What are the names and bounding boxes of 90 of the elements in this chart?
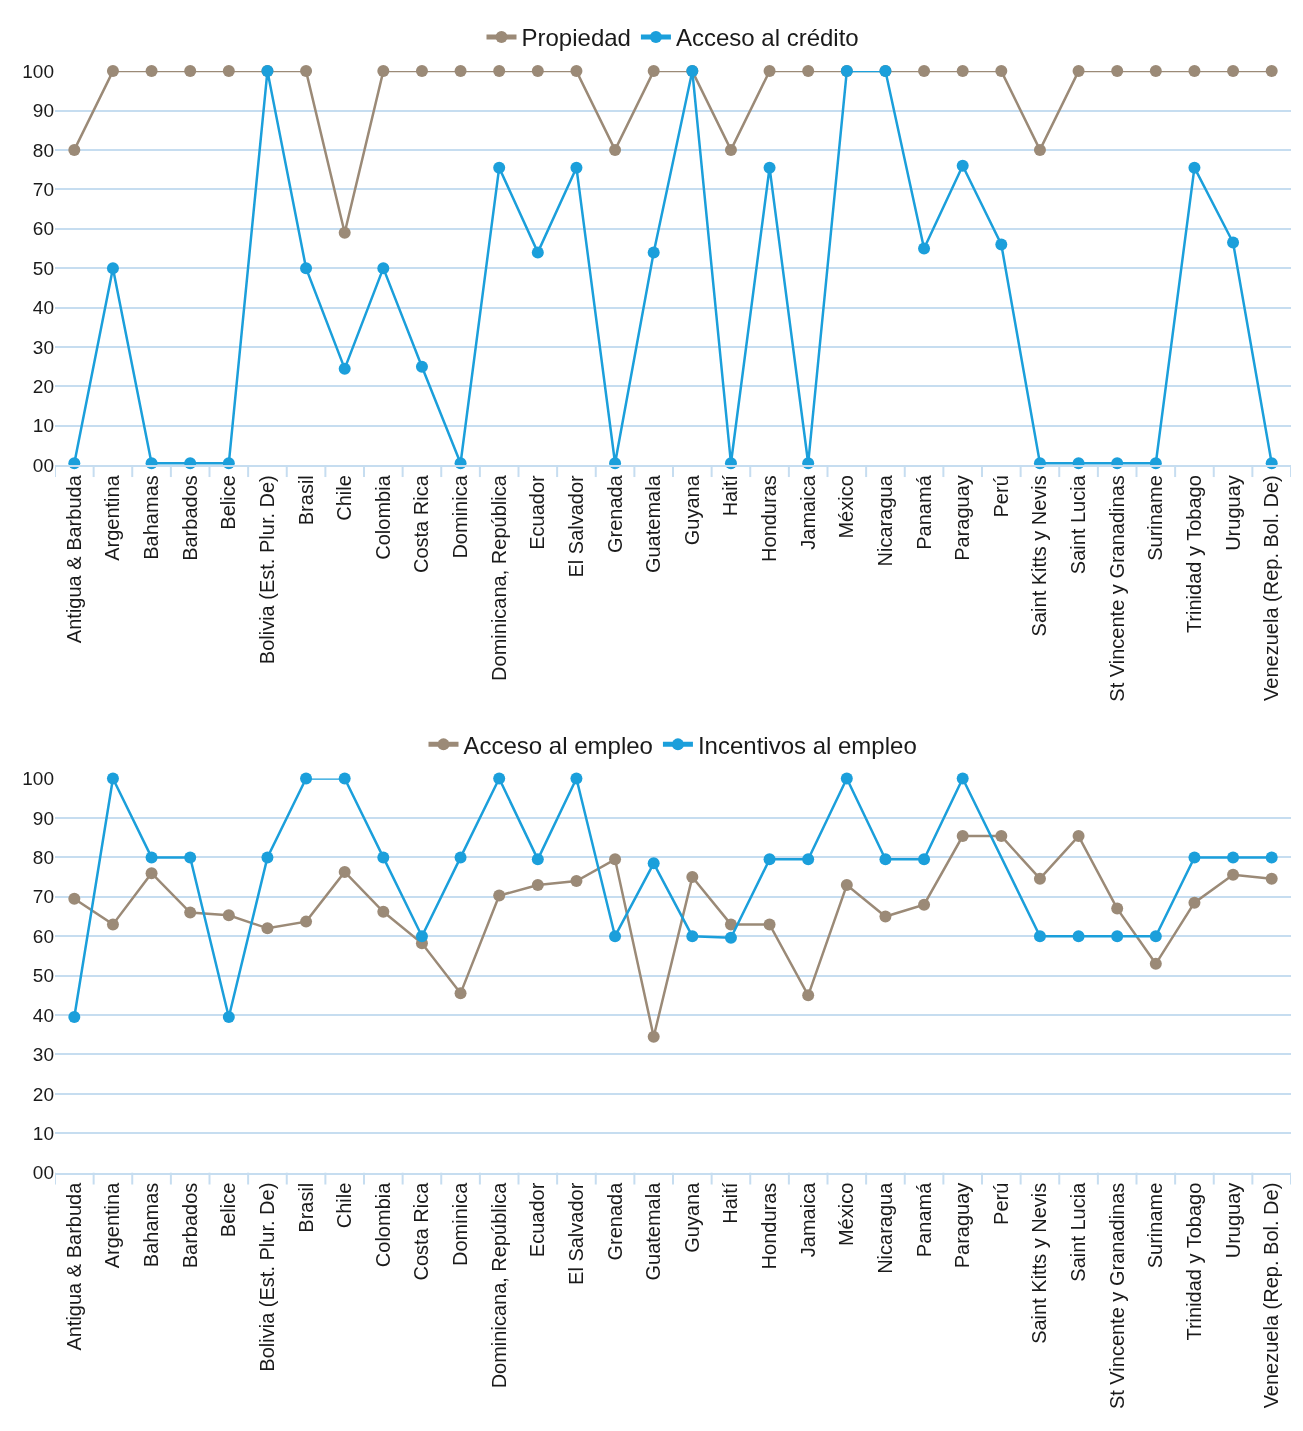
x-tick-label: Saint Kitts y Nevis xyxy=(1028,475,1051,637)
x-tick-label: Brasil xyxy=(294,475,317,526)
x-tick-label: Suriname xyxy=(1144,475,1167,561)
x-tick-label: Argentina xyxy=(101,474,124,561)
x-tick-label: St Vincente y Granadinas xyxy=(1105,475,1128,702)
y-tick-label: 10 xyxy=(32,415,54,437)
x-tick-label: Nicaragua xyxy=(873,1181,896,1274)
x-tick-label: Ecuador xyxy=(526,474,549,550)
y-tick-label: 90 xyxy=(32,100,54,122)
x-tick-label: Paraguay xyxy=(951,475,974,561)
x-tick-label: Guatemala xyxy=(642,1181,665,1281)
x-tick-label: Nicaragua xyxy=(873,474,896,567)
x-tick-label: Venezuela (Rep. Bol. De) xyxy=(1260,475,1283,701)
x-tick-label: Costa Rica xyxy=(410,1181,433,1281)
x-tick-label: Colombia xyxy=(371,474,394,560)
x-tick-label: Dominicana, República xyxy=(487,474,510,681)
x-tick-label: Chile xyxy=(333,1182,356,1229)
x-tick-label: Saint Lucia xyxy=(1067,474,1090,575)
y-tick-label: 40 xyxy=(32,1004,54,1026)
legend-label: Propiedad xyxy=(521,24,631,52)
x-tick-label: Guatemala xyxy=(642,474,665,574)
y-tick-label: 50 xyxy=(32,965,54,987)
x-tick-label: Antigua & Barbuda xyxy=(62,1181,85,1351)
x-tick-label: El Salvador xyxy=(564,1182,587,1285)
y-tick-label: 20 xyxy=(32,1083,54,1105)
legend-label: Acceso al crédito xyxy=(675,24,859,52)
x-tick-label: Bahamas xyxy=(140,475,163,560)
x-tick-label: Dominicana, República xyxy=(487,1181,510,1389)
x-tick-label: Barbados xyxy=(178,1182,201,1269)
y-tick-label: 50 xyxy=(32,257,54,279)
x-tick-label: Bahamas xyxy=(140,1182,163,1268)
x-tick-label: Haití xyxy=(719,1182,742,1224)
x-tick-label: Haití xyxy=(719,474,742,517)
x-tick-label: El Salvador xyxy=(564,474,587,578)
y-tick-label: 70 xyxy=(32,178,54,200)
x-tick-label: Uruguay xyxy=(1221,475,1244,551)
x-tick-label: Jamaica xyxy=(796,474,819,550)
x-tick-label: Costa Rica xyxy=(410,474,433,574)
x-tick-label: Guyana xyxy=(680,474,703,546)
x-tick-label: Argentina xyxy=(101,1181,124,1269)
x-tick-label: Suriname xyxy=(1144,1182,1167,1269)
x-tick-label: Honduras xyxy=(758,475,781,562)
x-tick-label: Saint Lucia xyxy=(1067,1181,1090,1282)
x-tick-label: Trinidad y Tobago xyxy=(1182,475,1205,634)
x-tick-label: Antigua & Barbuda xyxy=(62,474,85,644)
x-tick-label: Perú xyxy=(989,1182,1012,1225)
x-tick-label: Uruguay xyxy=(1221,1182,1244,1259)
y-tick-label: 90 xyxy=(32,807,54,829)
x-tick-label: Honduras xyxy=(758,1182,781,1270)
x-tick-label: Trinidad y Tobago xyxy=(1182,1182,1205,1341)
x-tick-label: Grenada xyxy=(603,474,626,554)
x-tick-label: Dominica xyxy=(449,474,472,559)
x-tick-label: Jamaica xyxy=(796,1181,819,1258)
y-tick-label: 100 xyxy=(22,60,54,82)
x-tick-label: Paraguay xyxy=(951,1182,974,1269)
legend-label: Incentivos al empleo xyxy=(697,731,917,759)
x-tick-label: Venezuela (Rep. Bol. De) xyxy=(1260,1182,1283,1409)
x-tick-label: Bolivia (Est. Plur. De) xyxy=(255,1182,278,1372)
y-tick-label: 60 xyxy=(32,925,54,947)
y-tick-label: 30 xyxy=(32,336,54,358)
y-tick-label: 80 xyxy=(32,847,54,869)
y-tick-label: 30 xyxy=(32,1044,54,1066)
x-tick-label: Panamá xyxy=(912,1181,935,1258)
x-tick-label: Ecuador xyxy=(526,1182,549,1258)
x-tick-label: Guyana xyxy=(680,1181,703,1253)
x-tick-label: Grenada xyxy=(603,1181,626,1261)
y-tick-label: 10 xyxy=(32,1122,54,1144)
y-tick-label: 70 xyxy=(32,886,54,908)
x-tick-label: Belice xyxy=(217,1182,240,1238)
x-tick-label: Bolivia (Est. Plur. De) xyxy=(255,475,278,665)
y-tick-label: 20 xyxy=(32,376,54,398)
x-tick-label: Colombia xyxy=(371,1181,394,1268)
x-tick-label: Chile xyxy=(333,475,356,521)
y-tick-label: 100 xyxy=(22,768,54,790)
y-tick-label: 00 xyxy=(32,454,54,476)
x-tick-label: Barbados xyxy=(178,475,201,561)
x-tick-label: Brasil xyxy=(294,1182,317,1233)
x-tick-label: Perú xyxy=(989,475,1012,518)
x-tick-label: Panamá xyxy=(912,474,935,550)
x-tick-label: Belice xyxy=(217,475,240,530)
y-tick-label: 40 xyxy=(32,297,54,319)
y-tick-label: 60 xyxy=(32,218,54,240)
y-tick-label: 00 xyxy=(32,1162,54,1184)
x-tick-label: México xyxy=(835,1182,858,1247)
y-tick-label: 80 xyxy=(32,139,54,161)
x-tick-label: Dominica xyxy=(449,1181,472,1267)
x-tick-label: Saint Kitts y Nevis xyxy=(1028,1182,1051,1344)
legend-label: Acceso al empleo xyxy=(463,731,653,759)
x-tick-label: México xyxy=(835,475,858,539)
x-tick-label: St Vincente y Granadinas xyxy=(1105,1182,1128,1410)
